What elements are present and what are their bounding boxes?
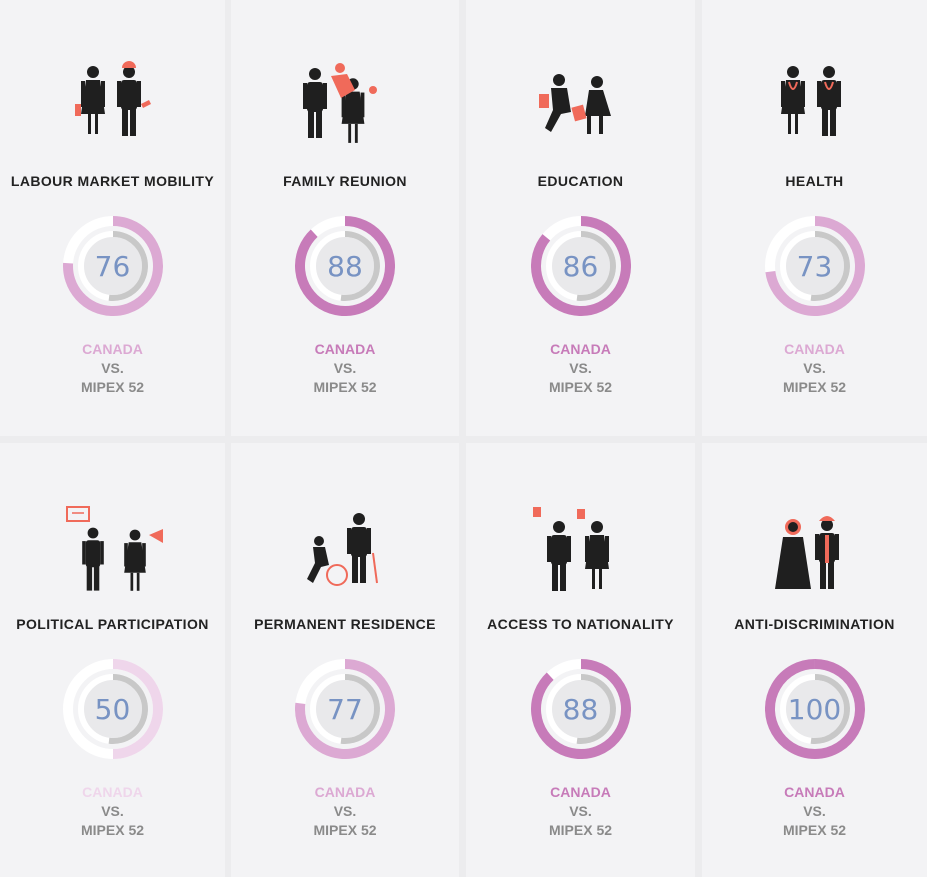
- category-title: ACCESS TO NATIONALITY: [487, 616, 674, 632]
- country-label: CANADA: [784, 784, 845, 800]
- inner-disc: [318, 239, 372, 293]
- inner-disc: [787, 682, 842, 736]
- country-label: CANADA: [784, 341, 845, 357]
- score-value: 86: [562, 249, 599, 283]
- score-arc: [530, 216, 631, 316]
- vs-label: VS.: [101, 360, 124, 376]
- mipex-arc: [810, 674, 850, 744]
- score-donut: 86: [530, 216, 631, 316]
- mipex-label: MIPEX 52: [313, 379, 377, 395]
- icon-wrapper: [231, 0, 459, 150]
- inner-disc: [85, 682, 140, 736]
- country-label: CANADA: [82, 784, 143, 800]
- category-title: ANTI-DISCRIMINATION: [734, 616, 895, 632]
- inner-disc: [787, 239, 842, 293]
- score-arc: [530, 659, 631, 759]
- score-arc: [112, 659, 163, 759]
- mipex-label: MIPEX 52: [782, 822, 847, 838]
- score-donut: 77: [295, 659, 395, 759]
- inner-disc: [85, 239, 140, 293]
- vs-label: VS.: [803, 360, 826, 376]
- category-title: LABOUR MARKET MOBILITY: [10, 173, 215, 189]
- policy-card-health[interactable]: HEALTH 73 CANADA VS. MIPEX 52: [702, 0, 927, 436]
- country-label: CANADA: [82, 341, 143, 357]
- mipex-label: MIPEX 52: [313, 822, 377, 838]
- mipex-arc: [576, 231, 616, 301]
- vs-label: VS.: [803, 803, 826, 819]
- policy-card-political-participation[interactable]: POLITICAL PARTICIPATION 50 CANADA VS. MIPEX …: [0, 443, 225, 877]
- score-value: 73: [796, 249, 833, 283]
- score-value: 88: [327, 249, 363, 283]
- policy-card-labour-market-mobility[interactable]: LABOUR MARKET MOBILITY 76 CANADA VS. MIPEX 5…: [0, 0, 225, 436]
- category-title: PERMANENT RESIDENCE: [254, 616, 436, 632]
- country-label: CANADA: [314, 341, 376, 357]
- workers-icon: [74, 61, 151, 136]
- inner-disc: [318, 682, 372, 736]
- mipex-label: MIPEX 52: [548, 379, 613, 395]
- diverse-people-icon: [774, 516, 839, 589]
- mipex-arc: [108, 231, 148, 301]
- score-arc: [295, 659, 395, 759]
- mipex-label: MIPEX 52: [80, 379, 145, 395]
- score-donut: 73: [764, 216, 865, 316]
- score-donut: 88: [295, 216, 395, 316]
- country-label: CANADA: [550, 341, 611, 357]
- family-icon: [303, 63, 377, 143]
- inner-disc: [553, 682, 608, 736]
- vs-label: VS.: [569, 360, 592, 376]
- policy-card-education[interactable]: EDUCATION 86 CANADA VS. MIPEX 52: [466, 0, 695, 436]
- score-donut: 50: [62, 659, 163, 759]
- mipex-label: MIPEX 52: [782, 379, 847, 395]
- icon-wrapper: [702, 0, 927, 150]
- vs-label: VS.: [101, 803, 124, 819]
- icon-wrapper: [231, 443, 459, 593]
- mipex-arc: [108, 674, 148, 744]
- mipex-arc: [810, 231, 850, 301]
- category-title: POLITICAL PARTICIPATION: [16, 616, 209, 632]
- icon-wrapper: [466, 443, 695, 593]
- country-label: CANADA: [550, 784, 611, 800]
- score-value: 76: [94, 249, 131, 283]
- doctors-icon: [780, 66, 841, 136]
- vs-label: VS.: [333, 803, 357, 819]
- policy-card-anti-discrimination[interactable]: ANTI-DISCRIMINATION 100 CANADA VS. MIPEX 52: [702, 443, 927, 877]
- score-value: 77: [327, 692, 363, 726]
- citizens-icon: [532, 507, 609, 591]
- vs-label: VS.: [569, 803, 592, 819]
- policy-card-family-reunion[interactable]: FAMILY REUNION 88 CANADA VS. MIPEX 52: [231, 0, 459, 436]
- icon-wrapper: [702, 443, 927, 593]
- icon-wrapper: [466, 0, 695, 150]
- mipex-label: MIPEX 52: [548, 822, 613, 838]
- score-arc: [764, 659, 865, 759]
- inner-disc: [553, 239, 608, 293]
- score-value: 100: [787, 692, 842, 726]
- score-arc: [62, 216, 163, 316]
- category-title: FAMILY REUNION: [283, 173, 407, 189]
- mipex-arc: [340, 674, 380, 744]
- score-arc: [764, 216, 865, 316]
- icon-wrapper: [0, 443, 225, 593]
- policy-card-permanent-residence[interactable]: PERMANENT RESIDENCE 77 CANADA VS. MIPEX 52: [231, 443, 459, 877]
- protest-icon: [65, 506, 163, 591]
- score-value: 88: [562, 692, 599, 726]
- mipex-arc: [340, 231, 380, 301]
- vs-label: VS.: [333, 360, 357, 376]
- score-donut: 100: [764, 659, 865, 759]
- score-donut: 88: [530, 659, 631, 759]
- score-value: 50: [94, 692, 131, 726]
- icon-wrapper: [0, 0, 225, 150]
- residents-icon: [307, 513, 378, 586]
- category-title: EDUCATION: [537, 173, 624, 189]
- students-icon: [538, 74, 611, 134]
- mipex-arc: [576, 674, 616, 744]
- score-donut: 76: [62, 216, 163, 316]
- country-label: CANADA: [314, 784, 376, 800]
- policy-card-access-to-nationality[interactable]: ACCESS TO NATIONALITY 88 CANADA VS. MIPEX 52: [466, 443, 695, 877]
- category-title: HEALTH: [785, 173, 844, 189]
- score-arc: [295, 216, 395, 316]
- mipex-label: MIPEX 52: [80, 822, 145, 838]
